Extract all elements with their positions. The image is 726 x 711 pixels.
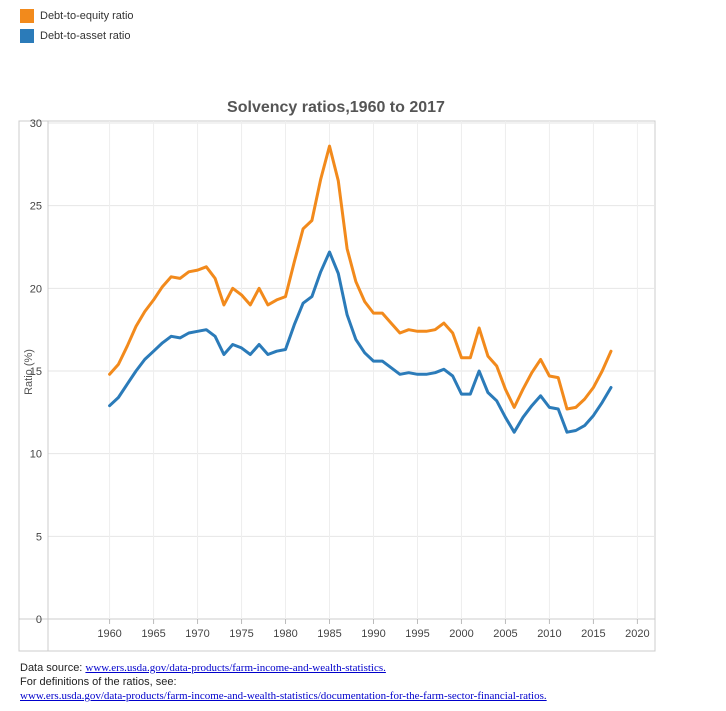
y-tick-label: 25 xyxy=(30,201,42,213)
source-prefix: Data source: xyxy=(20,662,86,674)
y-tick-label: 0 xyxy=(36,614,42,626)
x-tick-label: 1960 xyxy=(97,628,121,640)
legend-label-debt-to-asset: Debt-to-asset ratio xyxy=(40,30,131,42)
legend-item-debt-to-asset[interactable]: Debt-to-asset ratio xyxy=(20,26,134,46)
x-tick-label: 2020 xyxy=(625,628,649,640)
source-link[interactable]: www.ers.usda.gov/data-products/farm-inco… xyxy=(85,662,386,674)
x-tick-label: 2005 xyxy=(493,628,517,640)
x-tick-label: 2010 xyxy=(537,628,561,640)
x-tick-label: 2000 xyxy=(449,628,473,640)
x-tick-label: 1980 xyxy=(273,628,297,640)
tick-layer: 0 5 10 15 20 25 30 1960 1965 1970 1975 1980 1985 1990… xyxy=(30,118,650,640)
chart-legend: Debt-to-equity ratio Debt-to-asset ratio xyxy=(20,6,134,46)
y-tick-label: 20 xyxy=(30,283,42,295)
x-tick-label: 1995 xyxy=(405,628,429,640)
legend-label-debt-to-equity: Debt-to-equity ratio xyxy=(40,10,134,22)
chart-footer: Data source: www.ers.usda.gov/data-produ… xyxy=(20,661,547,703)
x-tick-label: 1970 xyxy=(185,628,209,640)
series-line-debt-to-asset-ratio[interactable] xyxy=(108,250,613,434)
definitions-line: www.ers.usda.gov/data-products/farm-inco… xyxy=(20,689,547,703)
y-tick-label: 10 xyxy=(30,449,42,461)
source-line: Data source: www.ers.usda.gov/data-produ… xyxy=(20,661,547,675)
x-tick-label: 1975 xyxy=(229,628,253,640)
x-tick-label: 1965 xyxy=(141,628,165,640)
legend-swatch-debt-to-asset xyxy=(20,29,34,43)
y-axis-label: Ratio (%) xyxy=(23,349,35,395)
y-tick-label: 15 xyxy=(30,366,42,378)
series-layer xyxy=(108,144,613,434)
y-tick-label: 5 xyxy=(36,531,42,543)
x-tick-label: 2015 xyxy=(581,628,605,640)
grid-layer xyxy=(19,121,655,651)
y-tick-label: 30 xyxy=(30,118,42,130)
legend-swatch-debt-to-equity xyxy=(20,9,34,23)
x-tick-label: 1990 xyxy=(361,628,385,640)
legend-item-debt-to-equity[interactable]: Debt-to-equity ratio xyxy=(20,6,134,26)
chart-title: Solvency ratios,1960 to 2017 xyxy=(227,99,445,116)
series-line-debt-to-equity-ratio[interactable] xyxy=(108,144,613,411)
solvency-chart: Solvency ratios,1960 to 2017 0 5 10 15 20 25 3… xyxy=(18,99,656,652)
x-tick-label: 1985 xyxy=(317,628,341,640)
definitions-link[interactable]: www.ers.usda.gov/data-products/farm-inco… xyxy=(20,690,547,702)
definitions-text: For definitions of the ratios, see: xyxy=(20,676,177,688)
